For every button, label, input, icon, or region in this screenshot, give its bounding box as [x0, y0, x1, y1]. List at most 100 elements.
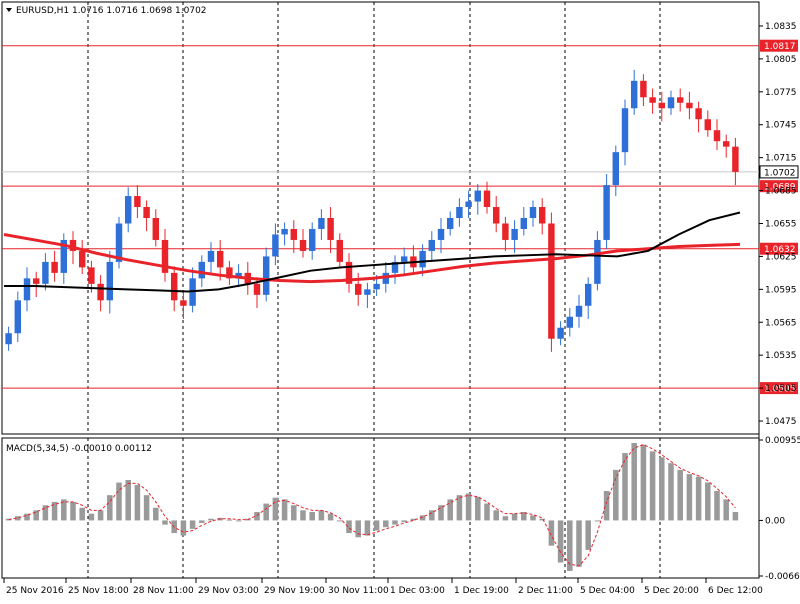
candle-body	[502, 223, 509, 240]
macd-bar	[235, 520, 242, 522]
macd-bar	[254, 512, 260, 521]
price-panel-frame	[1, 1, 760, 435]
price-tick-label: 1.0805	[765, 55, 797, 65]
candle-body	[152, 218, 160, 240]
candle-body	[584, 283, 592, 306]
level-tag-label: 1.0505	[764, 385, 796, 395]
macd-histogram	[5, 442, 739, 571]
macd-bar	[373, 520, 380, 531]
price-tick-label: 1.0655	[765, 219, 797, 229]
time-tick-label: 29 Nov 19:00	[264, 586, 325, 596]
price-tick-label: 1.0745	[765, 121, 797, 131]
price-tick-label: 1.0625	[765, 252, 797, 262]
candle-body	[594, 239, 601, 284]
macd-bar	[162, 520, 168, 525]
macd-bar	[649, 451, 656, 521]
time-tick-label: 2 Dec 11:00	[518, 586, 573, 596]
macd-bar	[677, 469, 683, 521]
macd-header-text: MACD(5,34,5) -0.00010 0.00112	[6, 444, 152, 454]
macd-bar	[631, 442, 637, 521]
candle-body	[143, 207, 150, 218]
candle-body	[262, 256, 270, 295]
macd-bar	[594, 520, 601, 522]
level-tag-label: 1.0817	[764, 42, 796, 52]
macd-bar	[475, 496, 481, 521]
macd-bar	[493, 510, 499, 521]
candle-body	[180, 300, 187, 306]
macd-bar	[189, 520, 196, 529]
candle-body	[474, 190, 482, 202]
macd-bar	[695, 476, 702, 521]
slow-moving-average	[3, 232, 741, 284]
candle-body	[713, 130, 721, 142]
macd-bar	[732, 512, 739, 521]
time-tick-label: 29 Nov 03:00	[198, 586, 259, 596]
candle-body	[391, 261, 399, 273]
candle-body	[732, 146, 739, 172]
candle-body	[290, 228, 298, 240]
candle-body	[235, 272, 242, 279]
price-tick-label: 1.0775	[765, 88, 797, 98]
macd-bar	[134, 485, 141, 521]
price-axis-labels: 1.08351.08051.07751.07451.07151.06851.06…	[759, 22, 800, 582]
candle-body	[364, 289, 371, 295]
candle-body	[428, 239, 436, 251]
macd-tick-label: 0.00955	[765, 436, 800, 446]
candle-body	[327, 218, 334, 240]
macd-bar	[355, 520, 361, 538]
macd-bar	[180, 520, 187, 536]
time-tick-label: 1 Dec 19:00	[454, 586, 509, 596]
time-tick-label: 6 Dec 12:00	[708, 586, 763, 596]
candle-body	[161, 239, 169, 273]
candle-body	[88, 267, 95, 284]
macd-bar	[33, 510, 39, 521]
level-tag	[760, 382, 798, 395]
candle-body	[566, 316, 574, 328]
time-tick-label: 30 Nov 11:00	[328, 586, 389, 596]
price-tick-label: 1.0715	[765, 154, 797, 164]
candle-body	[621, 108, 629, 153]
macd-bar	[125, 480, 131, 521]
candle-body	[649, 97, 656, 103]
macd-bar	[429, 510, 435, 521]
macd-bar	[585, 520, 591, 550]
candle-body	[667, 97, 675, 109]
candle-body	[658, 102, 666, 109]
macd-bar	[419, 515, 426, 521]
macd-bar	[686, 474, 693, 521]
macd-bar	[300, 510, 306, 521]
candle-body	[603, 185, 610, 240]
macd-bar	[714, 490, 720, 521]
macd-signal-line	[8, 444, 736, 567]
candle-body	[557, 327, 564, 339]
macd-tick-label: 0.00	[765, 516, 785, 526]
macd-bar	[318, 510, 325, 521]
candle-body	[253, 283, 261, 295]
price-tick-label: 1.0505	[765, 384, 797, 394]
macd-bar	[364, 520, 371, 536]
candle-body	[226, 267, 233, 279]
level-tag	[760, 242, 798, 255]
dropdown-triangle-icon[interactable]	[6, 8, 12, 12]
time-tick-label: 5 Dec 20:00	[644, 586, 699, 596]
candle-body	[538, 207, 546, 224]
candle-body	[456, 207, 463, 218]
macd-bar	[337, 520, 343, 522]
macd-bar	[88, 513, 95, 521]
macd-bar	[539, 518, 545, 521]
macd-bar	[723, 499, 729, 521]
macd-bar	[447, 499, 453, 521]
macd-bar	[530, 515, 536, 521]
macd-bar	[383, 520, 389, 528]
macd-bar	[622, 453, 628, 521]
moving-averages	[3, 211, 741, 293]
candle-body	[318, 218, 325, 229]
candlesticks	[5, 69, 739, 352]
candle-body	[400, 256, 408, 262]
macd-bar	[42, 505, 49, 521]
macd-bar	[392, 520, 398, 525]
macd-bar	[263, 503, 269, 521]
candle-body	[640, 80, 647, 98]
